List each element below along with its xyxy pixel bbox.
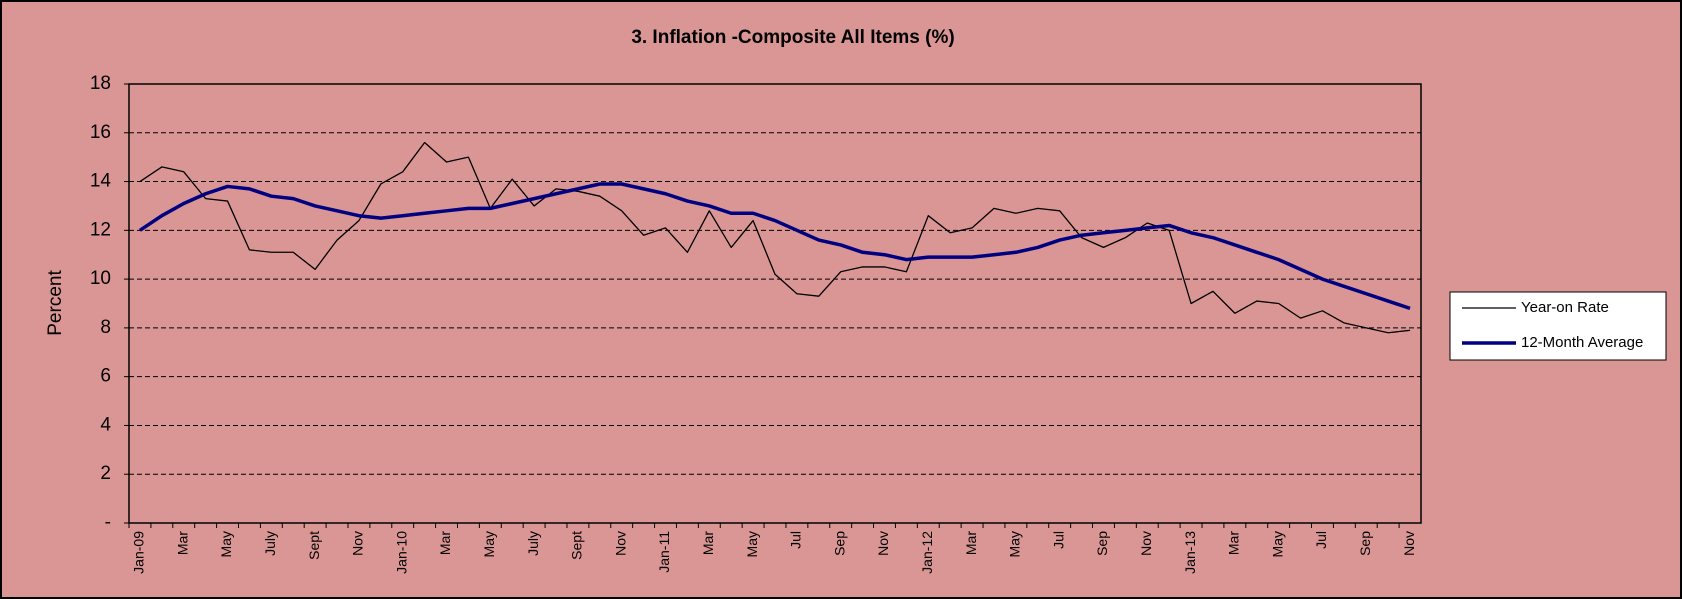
x-tick-label: May: [744, 531, 760, 557]
y-tick-label: 14: [90, 171, 112, 192]
legend-label: Year-on Rate: [1521, 299, 1609, 316]
chart-title: 3. Inflation -Composite All Items (%): [631, 27, 954, 48]
y-tick-label: 4: [100, 414, 111, 435]
y-tick-label: 10: [90, 268, 111, 289]
legend-label: 12-Month Average: [1521, 334, 1643, 351]
x-tick-label: Mar: [963, 531, 979, 555]
y-tick-label: -: [105, 512, 111, 533]
x-tick-label: May: [1007, 531, 1023, 557]
x-tick-label: Nov: [350, 531, 366, 556]
x-tick-label: Sep: [1357, 531, 1373, 556]
series-line: [139, 141, 1411, 334]
series-line: [138, 182, 1411, 311]
legend: [1449, 291, 1667, 361]
x-tick-label: May: [1269, 531, 1285, 557]
x-tick-label: Mar: [1226, 531, 1242, 555]
x-tick-label: Sep: [831, 531, 847, 556]
x-tick-label: Sep: [1094, 531, 1110, 556]
x-tick-label: Sept: [569, 531, 585, 560]
plot-area: [128, 83, 1422, 524]
x-tick-label: Sept: [306, 531, 322, 560]
y-tick-label: 12: [90, 219, 111, 240]
x-tick-label: Jan-12: [919, 531, 935, 574]
y-tick-label: 2: [100, 463, 111, 484]
x-tick-label: Mar: [437, 531, 453, 555]
x-tick-label: Jan-10: [393, 531, 409, 574]
x-tick-label: Nov: [875, 531, 891, 556]
y-tick-label: 6: [100, 366, 111, 387]
x-tick-label: Nov: [1138, 531, 1154, 556]
y-tick-label: 18: [90, 73, 111, 94]
x-tick-label: May: [218, 531, 234, 557]
y-axis-label: Percent: [45, 270, 66, 336]
x-tick-label: Jul: [1050, 531, 1066, 549]
x-tick-label: July: [262, 531, 278, 556]
x-tick-label: Jan-11: [656, 531, 672, 573]
x-tick-label: Jan-09: [131, 531, 147, 574]
x-tick-label: Jul: [1313, 531, 1329, 549]
y-tick-label: 8: [100, 317, 111, 338]
x-tick-label: May: [481, 531, 497, 557]
x-tick-label: Mar: [174, 531, 190, 555]
y-tick-label: 16: [90, 122, 111, 143]
x-tick-label: Mar: [700, 531, 716, 555]
x-tick-label: Jul: [788, 531, 804, 549]
x-tick-label: Nov: [1401, 531, 1417, 556]
x-tick-label: July: [525, 531, 541, 556]
x-tick-label: Jan-13: [1182, 531, 1198, 574]
x-tick-label: Nov: [612, 531, 628, 556]
